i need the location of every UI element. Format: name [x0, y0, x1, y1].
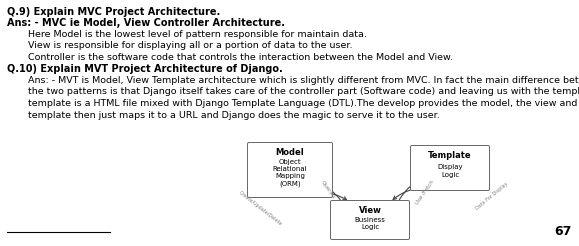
- Text: template then just maps it to a URL and Django does the magic to serve it to the: template then just maps it to a URL and …: [28, 110, 439, 120]
- Text: Q.9) Explain MVC Project Architecture.: Q.9) Explain MVC Project Architecture.: [7, 7, 220, 17]
- Text: Ans: - MVC ie Model, View Controller Architecture.: Ans: - MVC ie Model, View Controller Arc…: [7, 18, 285, 29]
- Text: Template: Template: [428, 151, 472, 160]
- FancyBboxPatch shape: [411, 145, 489, 190]
- Text: Use /Fetch: Use /Fetch: [415, 179, 435, 205]
- Text: Data For Display: Data For Display: [475, 181, 509, 211]
- Text: 67: 67: [555, 225, 572, 238]
- Text: Here Model is the lowest level of pattern responsible for maintain data.: Here Model is the lowest level of patter…: [28, 30, 367, 39]
- Text: Display
Logic: Display Logic: [437, 165, 463, 178]
- Text: View: View: [358, 206, 382, 215]
- Text: Create/Update/Delete: Create/Update/Delete: [237, 190, 283, 226]
- Text: the two patterns is that Django itself takes care of the controller part (Softwa: the two patterns is that Django itself t…: [28, 88, 579, 96]
- Text: Business
Logic: Business Logic: [354, 216, 386, 230]
- FancyBboxPatch shape: [247, 142, 332, 198]
- Text: Object
Relational
Mapping
(ORM): Object Relational Mapping (ORM): [273, 159, 307, 187]
- Text: Ans: - MVT is Model, View Template architecture which is slightly different from: Ans: - MVT is Model, View Template archi…: [28, 76, 579, 85]
- Text: Queries: Queries: [320, 180, 336, 200]
- Text: Model: Model: [276, 148, 305, 157]
- FancyBboxPatch shape: [331, 200, 409, 240]
- Text: template is a HTML file mixed with Django Template Language (DTL).The develop pr: template is a HTML file mixed with Djang…: [28, 99, 579, 108]
- Text: Q.10) Explain MVT Project Architecture of Django.: Q.10) Explain MVT Project Architecture o…: [7, 64, 283, 75]
- Text: Controller is the software code that controls the interaction between the Model : Controller is the software code that con…: [28, 53, 453, 62]
- Text: View is responsible for displaying all or a portion of data to the user.: View is responsible for displaying all o…: [28, 42, 353, 50]
